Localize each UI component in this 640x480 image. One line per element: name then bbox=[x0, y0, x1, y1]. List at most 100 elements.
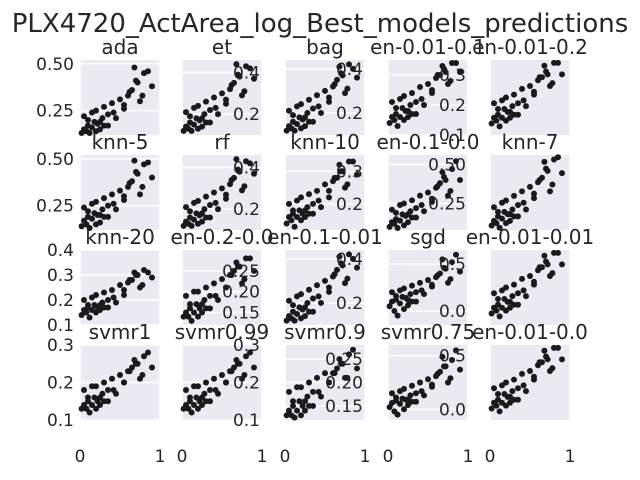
y-tick-label: 0.20 bbox=[325, 374, 363, 394]
data-point bbox=[302, 213, 308, 220]
y-tick-label: 0.2 bbox=[233, 105, 260, 125]
data-point bbox=[515, 202, 521, 208]
data-point bbox=[110, 387, 117, 393]
subplot: 0.1 0.2 0.3 0 1 svmr0.99 bbox=[175, 320, 270, 467]
subplot: 0.1 0.2 0.3 0.4 knn-20 bbox=[47, 225, 161, 336]
y-tick-label: 0.50 bbox=[36, 150, 74, 170]
data-point bbox=[442, 69, 449, 75]
data-point bbox=[493, 402, 500, 409]
data-point bbox=[405, 211, 411, 218]
data-point bbox=[223, 191, 229, 198]
data-point bbox=[429, 281, 435, 288]
data-point bbox=[233, 61, 240, 68]
data-point bbox=[544, 261, 551, 268]
data-point bbox=[515, 301, 521, 308]
subplot: 0.2 0.3 knn-10 bbox=[283, 130, 366, 230]
data-point bbox=[331, 81, 338, 88]
data-point bbox=[499, 215, 505, 222]
data-point bbox=[203, 379, 209, 386]
data-point bbox=[141, 353, 147, 360]
data-point bbox=[401, 200, 407, 207]
data-point bbox=[247, 349, 253, 356]
data-point bbox=[336, 356, 343, 363]
subplot: en-0.01-0.01 bbox=[466, 225, 594, 325]
data-point bbox=[515, 100, 521, 107]
x-tick-label: 0 bbox=[75, 447, 86, 467]
subplot-title: rf bbox=[214, 130, 230, 154]
data-point bbox=[247, 255, 253, 262]
data-point bbox=[139, 92, 146, 99]
data-point bbox=[322, 181, 328, 188]
data-point bbox=[241, 183, 248, 190]
data-point bbox=[199, 210, 205, 217]
data-point bbox=[110, 294, 117, 301]
data-point bbox=[302, 123, 308, 130]
data-point bbox=[549, 181, 556, 188]
data-point bbox=[105, 387, 111, 393]
data-point bbox=[515, 111, 521, 118]
data-point bbox=[199, 309, 205, 316]
data-point bbox=[139, 282, 146, 288]
data-point bbox=[515, 385, 521, 392]
data-point bbox=[290, 398, 296, 405]
data-point bbox=[149, 83, 155, 90]
data-point bbox=[523, 293, 529, 300]
data-point bbox=[449, 166, 455, 173]
data-point bbox=[199, 394, 205, 401]
data-point bbox=[291, 127, 298, 134]
y-tick-label: 0.4 bbox=[336, 250, 363, 270]
data-point bbox=[417, 84, 423, 90]
data-point bbox=[445, 192, 451, 199]
data-point bbox=[290, 112, 296, 119]
data-point bbox=[559, 71, 565, 78]
data-point bbox=[507, 108, 513, 115]
data-point bbox=[187, 301, 193, 308]
data-point bbox=[83, 309, 90, 316]
data-point bbox=[134, 170, 141, 177]
data-point bbox=[394, 123, 401, 129]
data-point bbox=[306, 191, 312, 198]
data-point bbox=[110, 200, 117, 207]
data-point bbox=[86, 409, 93, 416]
y-tick-label: 0.1 bbox=[47, 316, 74, 336]
data-point bbox=[527, 183, 533, 190]
data-point bbox=[188, 127, 195, 134]
data-point bbox=[531, 373, 537, 380]
data-point bbox=[509, 206, 516, 213]
data-point bbox=[425, 376, 431, 383]
subplot-title: en-0.01-0.1 bbox=[370, 35, 486, 59]
data-point bbox=[121, 292, 127, 298]
data-point bbox=[195, 313, 201, 320]
data-point bbox=[183, 109, 189, 116]
subplot: 0.150.200.25 en-0.2-0.0 bbox=[170, 225, 274, 325]
data-point bbox=[105, 213, 111, 220]
data-point bbox=[294, 120, 300, 127]
subplot-title: en-0.1-0.0 bbox=[376, 130, 479, 154]
data-point bbox=[495, 296, 501, 303]
data-point bbox=[331, 370, 338, 377]
data-point bbox=[413, 111, 419, 117]
data-point bbox=[509, 293, 516, 300]
data-point bbox=[211, 189, 217, 196]
data-point bbox=[559, 356, 565, 363]
data-point bbox=[393, 292, 399, 299]
data-point bbox=[405, 402, 411, 408]
data-point bbox=[212, 104, 219, 111]
data-point bbox=[336, 63, 343, 70]
data-point bbox=[453, 251, 459, 258]
y-tick-label: 0.50 bbox=[36, 55, 74, 75]
data-point bbox=[439, 63, 446, 69]
data-point bbox=[339, 72, 346, 79]
y-tick-label: 0.1 bbox=[439, 126, 466, 146]
data-point bbox=[488, 310, 495, 317]
data-point bbox=[344, 181, 351, 188]
x-tick-label: 1 bbox=[257, 447, 268, 467]
data-point bbox=[97, 212, 103, 218]
data-point bbox=[520, 199, 527, 206]
data-point bbox=[495, 208, 501, 215]
data-point bbox=[306, 286, 312, 293]
data-point bbox=[453, 347, 459, 354]
data-point bbox=[346, 351, 352, 358]
data-point bbox=[397, 217, 403, 224]
data-point bbox=[145, 159, 151, 166]
